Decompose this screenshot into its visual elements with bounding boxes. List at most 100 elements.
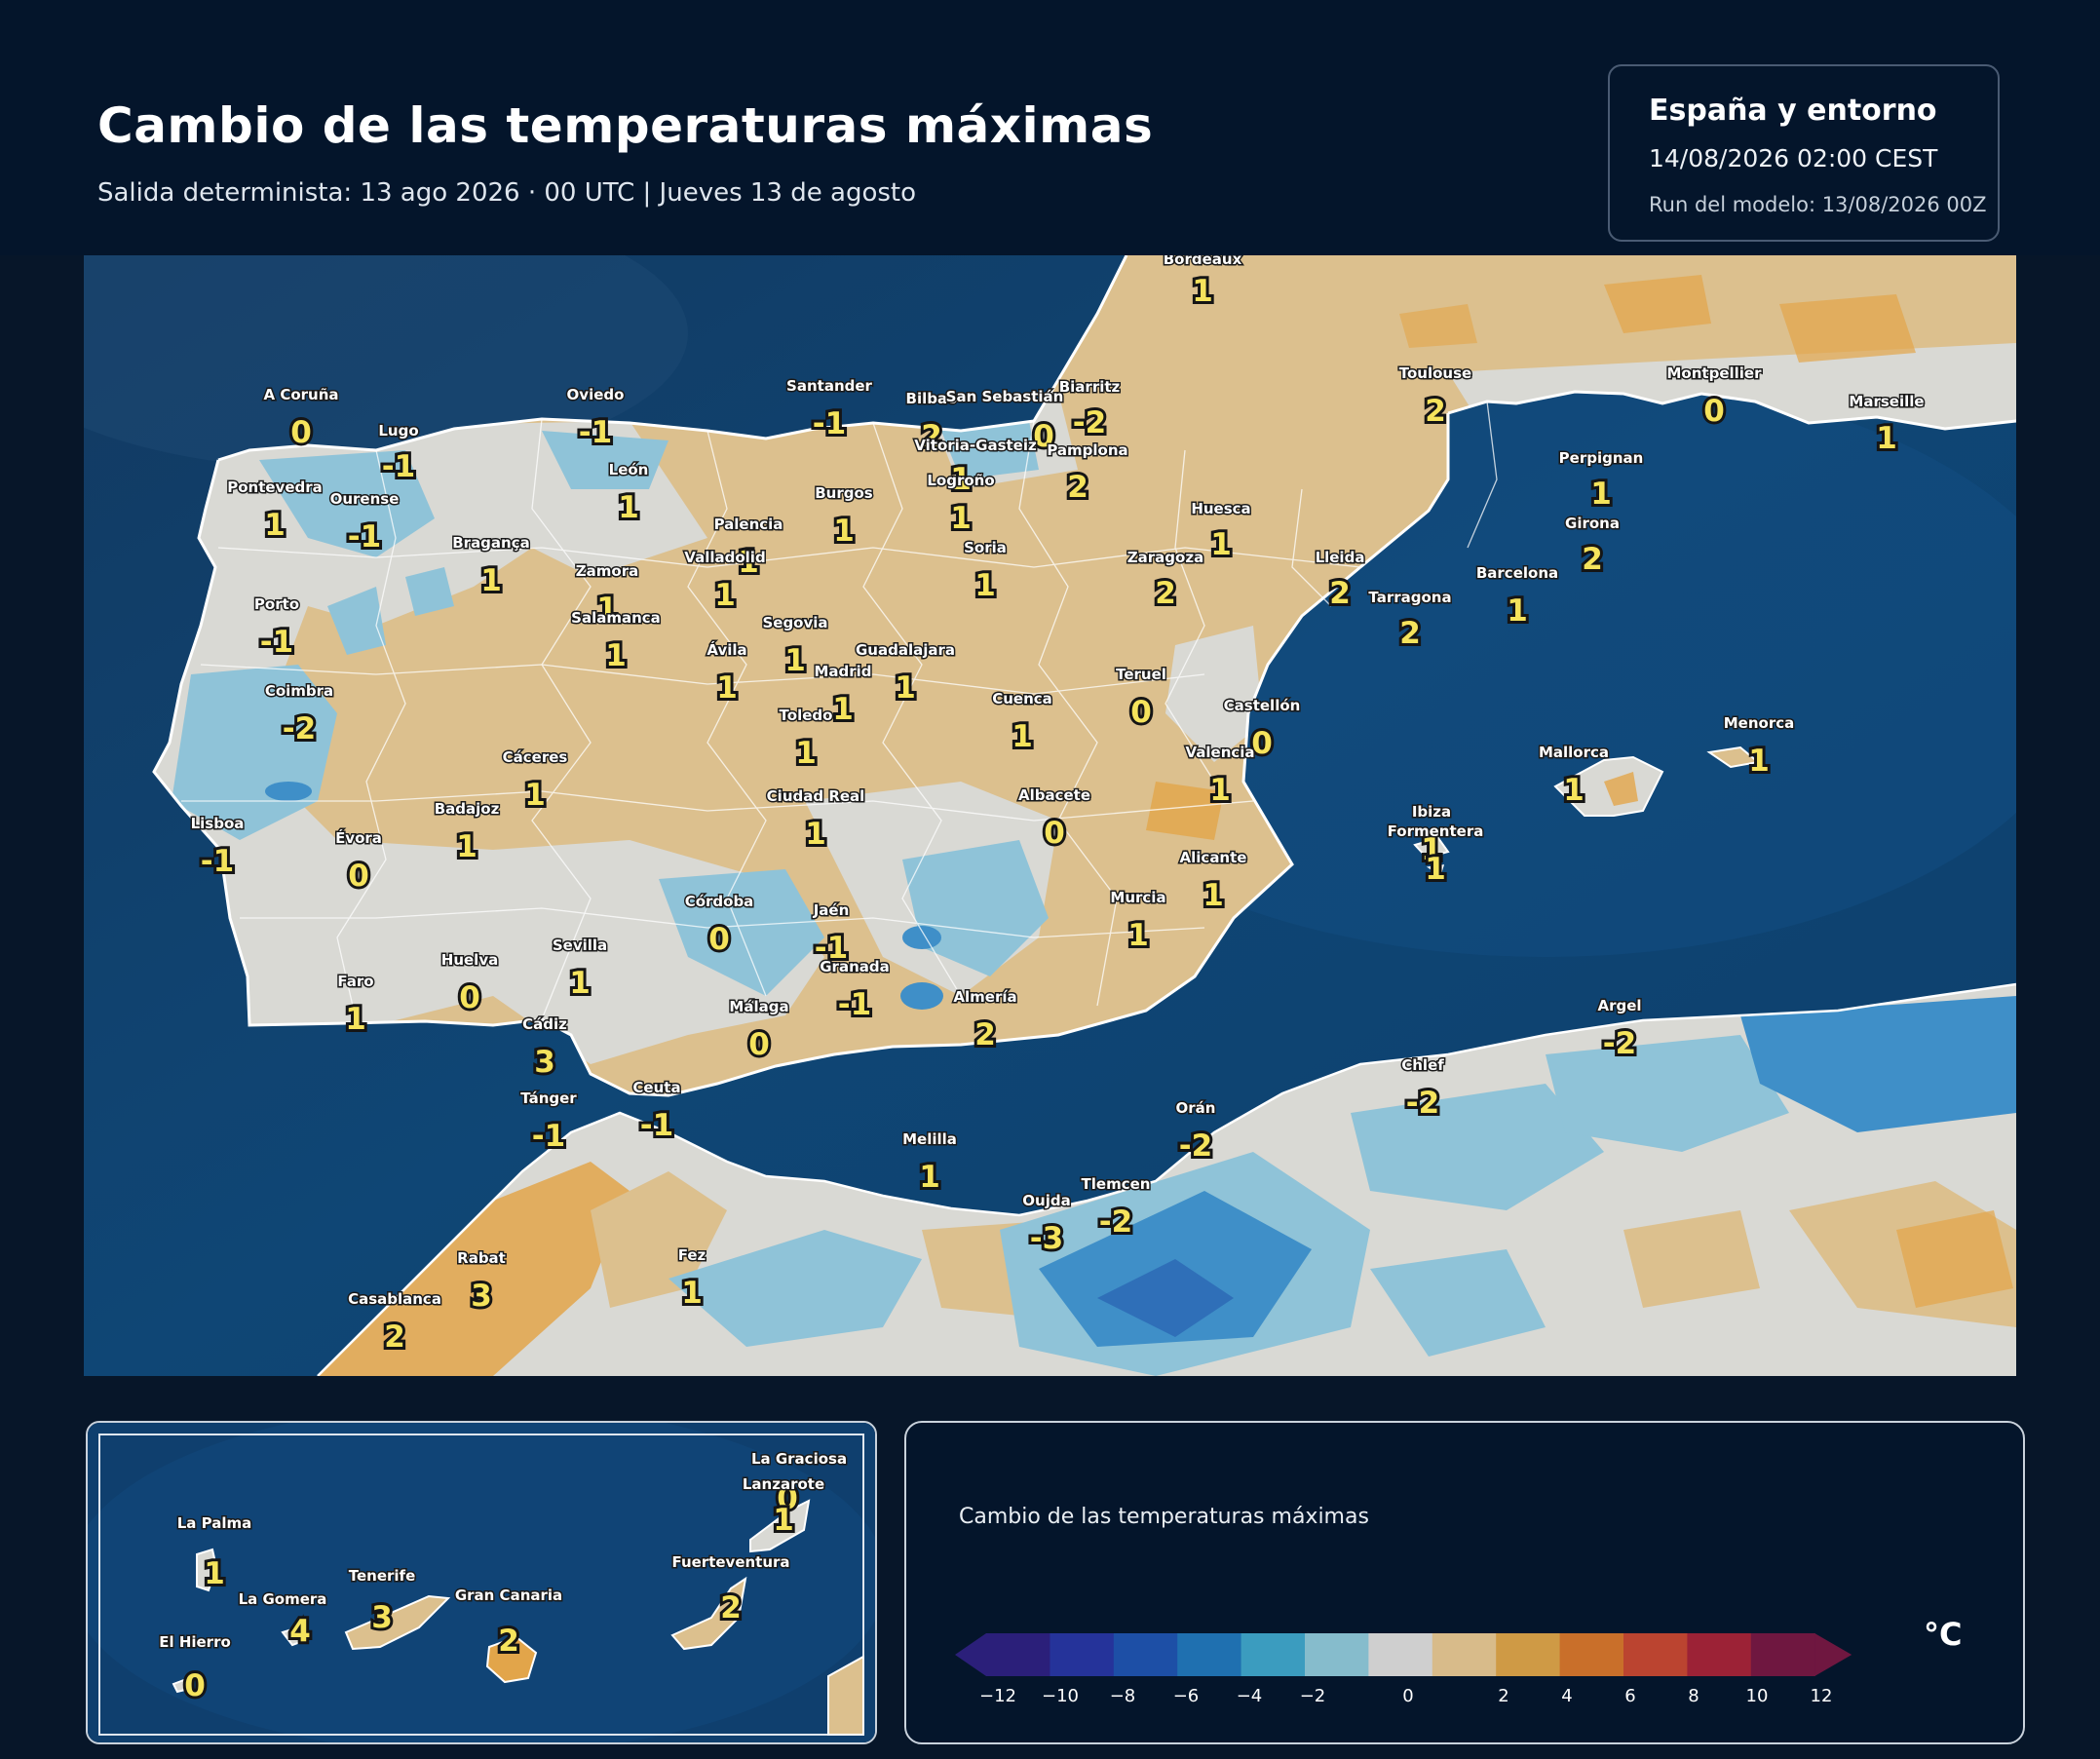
- island-value-la-palma: 1: [204, 1556, 225, 1591]
- city-value-porto: -1: [260, 625, 293, 660]
- city-value-logrono: 1: [950, 501, 972, 536]
- city-value-menorca: 1: [1748, 744, 1770, 779]
- city-value-guadalajara: 1: [895, 670, 916, 706]
- city-name-pamplona: Pamplona: [1047, 441, 1127, 459]
- legend-unit: °C: [1924, 1616, 1963, 1653]
- city-value-chlef: -2: [1406, 1086, 1439, 1121]
- city-name-cadiz: Cádiz: [522, 1015, 567, 1033]
- city-name-avila: Ávila: [706, 640, 746, 659]
- city-value-cordoba: 0: [708, 922, 730, 957]
- city-value-huelva: 0: [459, 980, 480, 1015]
- colorbar-segment: [1241, 1633, 1306, 1676]
- island-name-gran-canaria: Gran Canaria: [455, 1587, 562, 1604]
- run-subtitle: Salida determinista: 13 ago 2026 · 00 UT…: [97, 178, 916, 208]
- city-value-sevilla: 1: [569, 966, 591, 1001]
- city-value-a-coruna: 0: [290, 415, 312, 450]
- colorbar-segment: [1113, 1633, 1178, 1676]
- city-value-valladolid: 1: [714, 578, 736, 613]
- map-canvas[interactable]: Bordeaux 1 Biarritz -2 Toulouse 2 Montpellier 0…: [84, 255, 2016, 1376]
- city-name-alicante: Alicante: [1180, 849, 1247, 866]
- city-value-pontevedra: 1: [264, 508, 286, 543]
- city-name-ciudad-real: Ciudad Real: [767, 787, 865, 805]
- city-name-melilla: Melilla: [902, 1130, 957, 1148]
- colorbar-segment: [1050, 1633, 1115, 1676]
- island-name-fuerteventura: Fuerteventura: [671, 1553, 789, 1571]
- city-value-evora: 0: [348, 859, 369, 894]
- city-name-leon: León: [609, 461, 649, 478]
- city-name-bordeaux: Bordeaux: [1164, 255, 1242, 268]
- colorbar-segment: [1559, 1633, 1624, 1676]
- city-name-chlef: Chlef: [1401, 1056, 1444, 1074]
- city-name-huelva: Huelva: [441, 951, 498, 969]
- city-name-zaragoza: Zaragoza: [1127, 549, 1203, 566]
- city-value-palencia: 1: [738, 545, 759, 580]
- city-name-ibiza: Ibiza: [1412, 803, 1451, 821]
- city-name-burgos: Burgos: [815, 484, 873, 502]
- city-labels: Bordeaux 1 Biarritz -2 Toulouse 2 Montpellier 0…: [189, 255, 1926, 1357]
- island-value-lanzarote: 1: [773, 1503, 794, 1538]
- city-name-palencia: Palencia: [714, 516, 783, 533]
- island-name-la-graciosa: La Graciosa: [751, 1450, 847, 1468]
- city-value-oviedo: -1: [579, 415, 612, 450]
- city-value-ciudad-real: 1: [805, 817, 826, 852]
- city-value-santander: -1: [813, 406, 846, 441]
- city-name-marseille: Marseille: [1849, 393, 1924, 410]
- city-name-oviedo: Oviedo: [567, 386, 625, 403]
- island-name-tenerife: Tenerife: [349, 1567, 416, 1585]
- city-name-cuenca: Cuenca: [992, 690, 1052, 707]
- city-value-cuenca: 1: [1012, 719, 1033, 754]
- colorbar-segment: [1432, 1633, 1497, 1676]
- city-name-cordoba: Córdoba: [685, 893, 754, 910]
- coastline-south: [152, 413, 1450, 1097]
- colorbar-tick-label: 0: [1402, 1686, 1413, 1706]
- main-map[interactable]: Bordeaux 1 Biarritz -2 Toulouse 2 Montpellier 0…: [84, 255, 2016, 1376]
- coastline-africa: [317, 982, 2016, 1376]
- city-name-braganca: Bragança: [452, 534, 530, 552]
- city-value-san-sebastian: 0: [1033, 419, 1054, 454]
- city-value-rabat: 3: [471, 1279, 492, 1314]
- el-hierro-shape: [172, 1676, 195, 1694]
- colorbar-tick-label: 6: [1624, 1686, 1635, 1706]
- island-value-la-gomera: 4: [289, 1614, 311, 1649]
- city-value-avila: 1: [716, 670, 738, 706]
- colorbar-segment: [1496, 1633, 1561, 1676]
- canary-inset[interactable]: La Graciosa 0 Lanzarote 1 La Palma 1 Fuerteven…: [86, 1421, 877, 1744]
- province-borders: [181, 401, 1498, 1024]
- city-name-ourense: Ourense: [330, 490, 400, 508]
- city-value-lugo: -1: [382, 449, 415, 484]
- city-name-teruel: Teruel: [1116, 666, 1166, 683]
- city-name-valencia: Valencia: [1185, 744, 1254, 761]
- city-value-ourense: -1: [348, 519, 381, 554]
- la-palma-shape: [196, 1548, 218, 1592]
- island-value-gran-canaria: 2: [498, 1624, 519, 1659]
- city-name-toulouse: Toulouse: [1399, 364, 1471, 382]
- island-value-el-hierro: 0: [184, 1668, 206, 1703]
- city-value-tlemcen: -2: [1099, 1205, 1132, 1240]
- island-name-la-gomera: La Gomera: [239, 1590, 327, 1608]
- city-name-tanger: Tánger: [520, 1090, 577, 1107]
- city-value-tanger: -1: [532, 1119, 565, 1154]
- city-value-barcelona: 1: [1507, 593, 1528, 629]
- city-name-perpignan: Perpignan: [1559, 449, 1644, 467]
- island-name-la-palma: La Palma: [177, 1514, 252, 1532]
- city-name-huesca: Huesca: [1191, 500, 1250, 517]
- city-name-badajoz: Badajoz: [435, 800, 500, 818]
- city-value-salamanca: 1: [605, 638, 627, 673]
- colorbar-tick-label: −12: [979, 1686, 1016, 1706]
- city-name-murcia: Murcia: [1110, 889, 1165, 906]
- city-value-formentera: 1: [1425, 852, 1446, 887]
- city-name-salamanca: Salamanca: [571, 609, 661, 627]
- colorbar-segment: [1750, 1633, 1815, 1676]
- colorbar-tick-label: −2: [1300, 1686, 1326, 1706]
- gran-canaria-shape: [485, 1635, 538, 1684]
- colorbar-arrow-low: [955, 1633, 986, 1676]
- city-name-casablanca: Casablanca: [348, 1290, 441, 1308]
- city-value-cadiz: 3: [534, 1045, 555, 1080]
- city-value-segovia: 1: [784, 643, 806, 678]
- island-name-lanzarote: Lanzarote: [743, 1475, 824, 1493]
- legend-panel: Cambio de las temperaturas máximas −12 −1…: [904, 1421, 2025, 1744]
- inset-canvas[interactable]: La Graciosa 0 Lanzarote 1 La Palma 1 Fuerteven…: [88, 1423, 875, 1742]
- tenerife-shape: [344, 1594, 451, 1651]
- colorbar-segment: [1177, 1633, 1242, 1676]
- city-name-madrid: Madrid: [814, 663, 871, 680]
